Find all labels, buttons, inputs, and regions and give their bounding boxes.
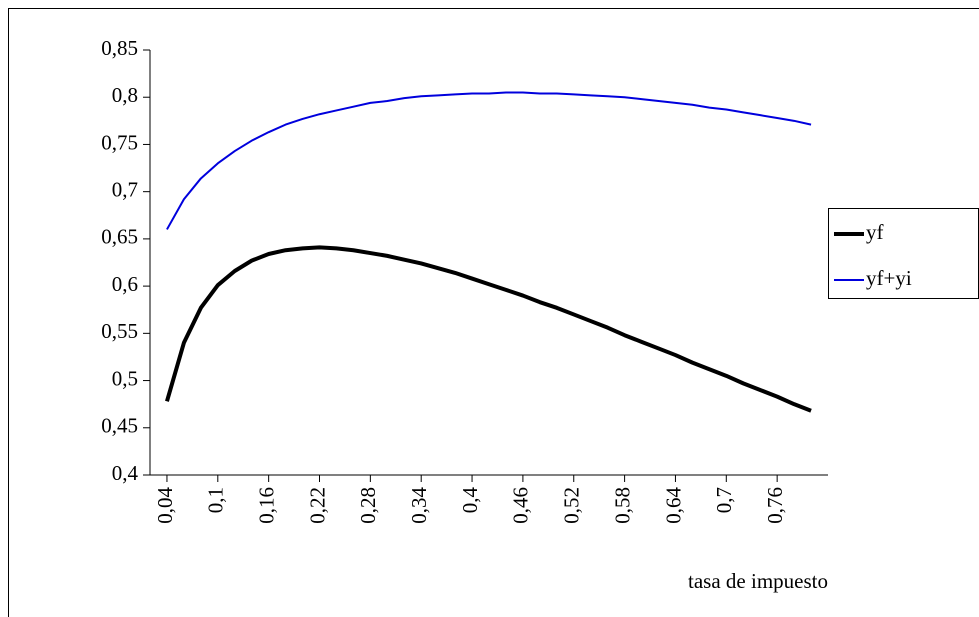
- x-tick-label: 0,4: [458, 487, 482, 514]
- x-tick-label: 0,7: [712, 487, 736, 513]
- y-tick-label: 0,8: [112, 83, 138, 107]
- series-line: [166, 91, 812, 230]
- y-tick-label: 0,6: [112, 272, 138, 296]
- chart-frame: [8, 8, 979, 617]
- legend-label: yf: [866, 220, 884, 244]
- y-tick-label: 0,85: [101, 36, 138, 60]
- x-tick-label: 0,1: [204, 487, 228, 513]
- x-tick-label: 0,34: [407, 487, 431, 524]
- y-tick-label: 0,75: [101, 130, 138, 154]
- legend-label: yf+yi: [866, 266, 912, 290]
- y-tick-label: 0,4: [112, 461, 139, 485]
- series-line: [165, 245, 812, 413]
- y-tick-label: 0,65: [101, 225, 138, 249]
- x-tick-label: 0,04: [153, 487, 177, 524]
- y-tick-label: 0,5: [112, 366, 138, 390]
- x-tick-label: 0,64: [661, 487, 685, 524]
- x-tick-label: 0,58: [610, 487, 634, 524]
- x-tick-label: 0,16: [254, 487, 278, 524]
- x-tick-label: 0,52: [560, 487, 584, 524]
- x-tick-label: 0,22: [305, 487, 329, 524]
- x-tick-label: 0,28: [356, 487, 380, 524]
- x-axis-title: tasa de impuesto: [688, 569, 828, 593]
- x-tick-label: 0,46: [509, 487, 533, 524]
- y-tick-label: 0,55: [101, 319, 138, 343]
- x-tick-label: 0,76: [763, 487, 787, 524]
- legend-box: [828, 208, 979, 299]
- y-tick-label: 0,45: [101, 414, 138, 438]
- y-tick-label: 0,7: [112, 177, 138, 201]
